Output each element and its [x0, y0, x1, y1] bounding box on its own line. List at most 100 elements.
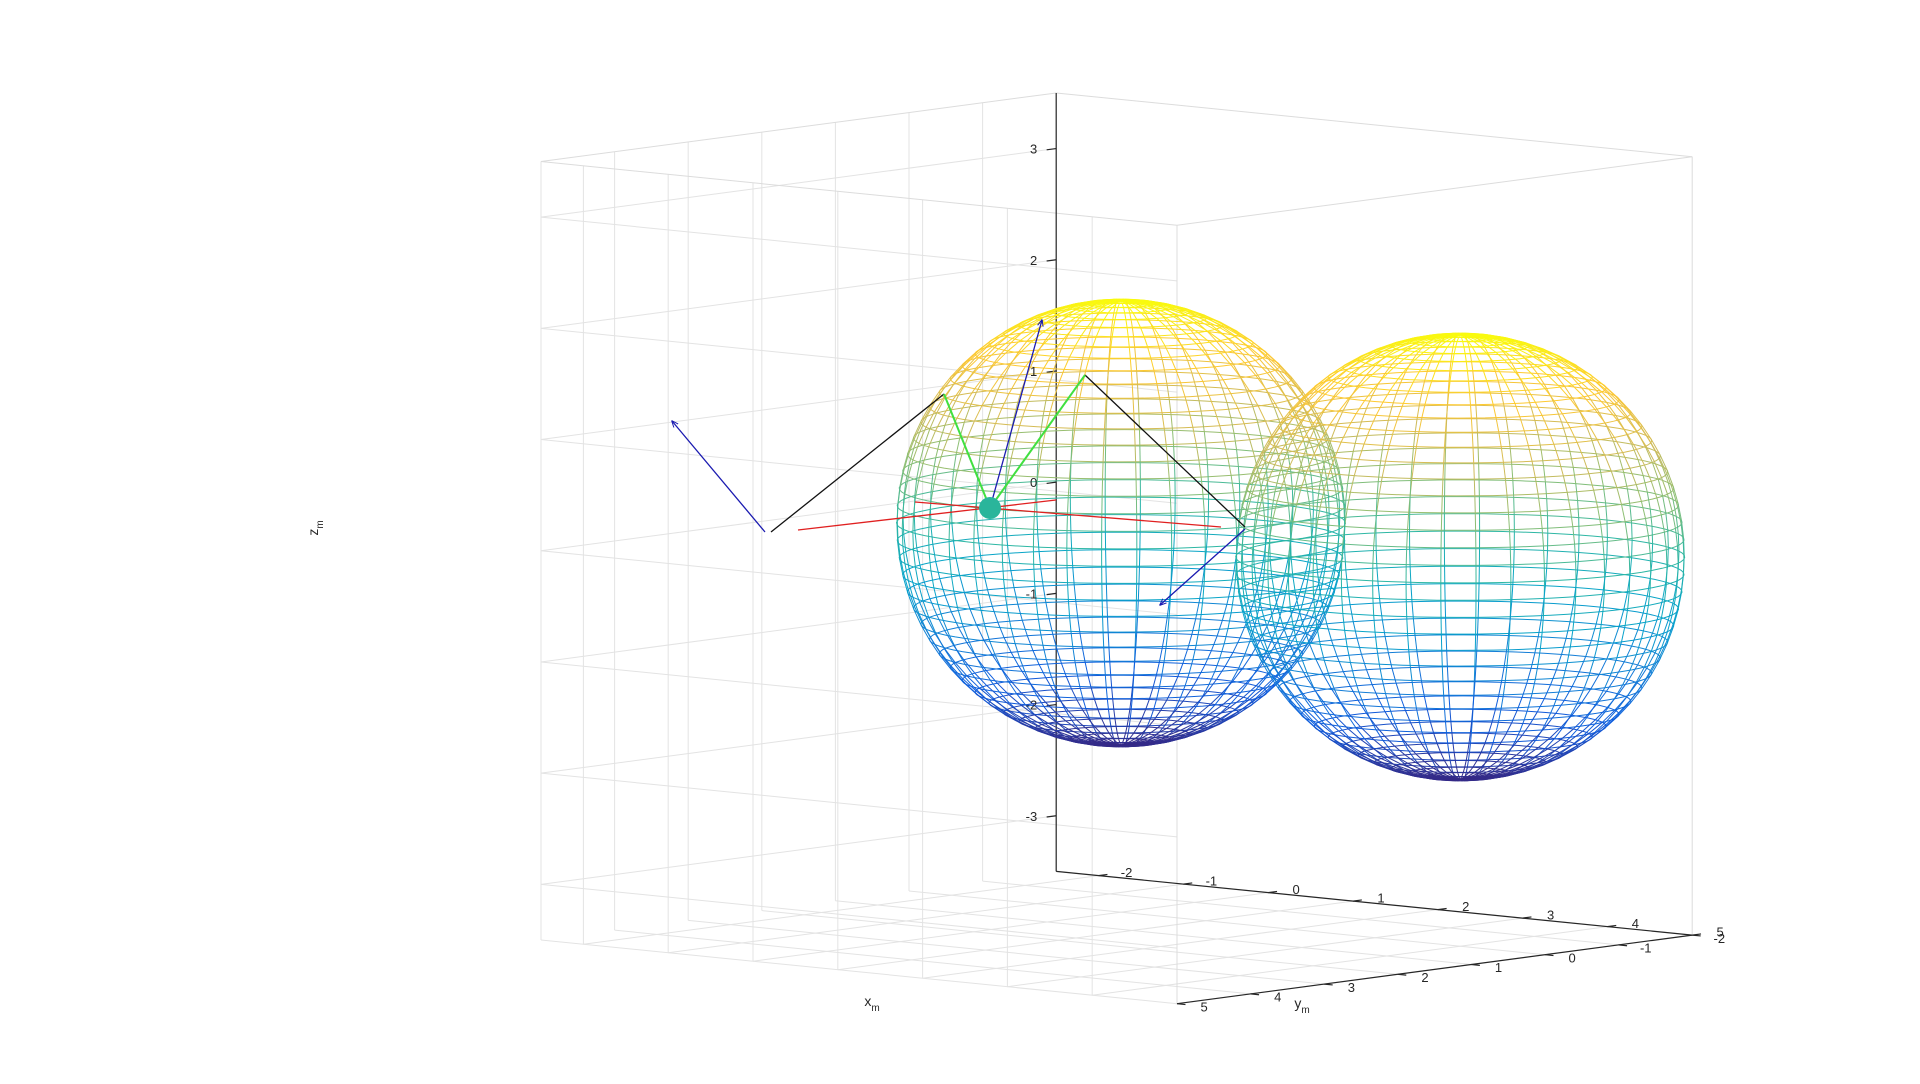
sphere-meridian [1314, 389, 1326, 403]
sphere-latitude [1357, 742, 1563, 768]
grid-line [922, 909, 1438, 979]
sphere-meridian [1039, 443, 1044, 461]
y-tick [1544, 954, 1554, 957]
sphere-meridian [1532, 760, 1547, 769]
sphere-meridian [1165, 738, 1181, 743]
sphere-meridian [1042, 645, 1047, 660]
sphere-meridian [1289, 702, 1303, 716]
sphere-meridian [1433, 347, 1438, 355]
grid-line [1092, 926, 1608, 996]
sphere-meridian [1137, 718, 1143, 727]
sphere-meridian [1056, 730, 1073, 738]
sphere-meridian [1519, 719, 1525, 732]
sphere-meridian [1254, 360, 1268, 374]
sphere-meridian [1654, 636, 1663, 653]
sphere-meridian [1041, 724, 1058, 732]
sphere-meridian [1246, 493, 1253, 511]
sphere-meridian [943, 658, 956, 673]
sphere-meridian [1291, 419, 1303, 435]
sphere-meridian [1108, 647, 1111, 662]
sphere-meridian [1131, 327, 1135, 338]
sphere-meridian [1560, 714, 1573, 728]
sphere-meridian [1266, 678, 1280, 692]
sphere-meridian [1278, 645, 1290, 661]
sphere-meridian [1553, 751, 1569, 761]
sphere-meridian [1661, 466, 1669, 483]
sphere-meridian [1160, 699, 1168, 711]
sphere-meridian [1182, 348, 1189, 361]
sphere-meridian [1676, 563, 1679, 581]
sphere-meridian [1413, 446, 1417, 463]
sphere-meridian [1104, 398, 1107, 414]
sphere-meridian [1007, 339, 1021, 352]
sphere-meridian [936, 397, 946, 414]
sphere-meridian [1111, 327, 1115, 337]
sphere-meridian [1072, 646, 1076, 661]
sphere-meridian [1066, 325, 1076, 336]
sphere-meridian [999, 364, 1010, 378]
sphere-meridian [1333, 452, 1340, 470]
sphere-meridian [1449, 361, 1452, 372]
sphere-meridian [1060, 338, 1067, 349]
sphere-meridian [1052, 689, 1061, 702]
sphere-meridian [1426, 333, 1438, 337]
sphere-meridian [1605, 554, 1608, 573]
sphere-meridian [980, 555, 985, 573]
sphere-meridian [1019, 719, 1036, 729]
sphere-meridian [1356, 421, 1362, 437]
sphere-meridian [1312, 492, 1314, 510]
sphere-meridian [1495, 336, 1513, 341]
sphere-meridian [1572, 717, 1586, 730]
sphere-meridian [1436, 341, 1442, 348]
sphere-latitude [1018, 312, 1224, 338]
sphere-meridian [1466, 760, 1469, 767]
sphere-meridian [1572, 613, 1576, 631]
sphere-meridian [1443, 447, 1446, 463]
sphere-meridian [1504, 763, 1520, 771]
sphere-meridian [1505, 419, 1509, 434]
sphere-meridian [1553, 400, 1563, 415]
sphere-meridian [928, 518, 930, 537]
sphere-meridian [1074, 335, 1082, 347]
sphere-meridian [1209, 341, 1222, 354]
sphere-meridian [1252, 341, 1267, 354]
sphere-meridian [1500, 446, 1504, 463]
sphere-meridian [1154, 308, 1162, 315]
sphere-meridian [1628, 664, 1639, 681]
sphere-meridian [1475, 774, 1491, 779]
sphere-meridian [1452, 341, 1455, 348]
sphere-meridian [1349, 475, 1355, 493]
sphere-meridian [1336, 656, 1344, 672]
sphere-meridian [1475, 778, 1491, 781]
sphere-meridian [929, 637, 941, 653]
sphere-meridian [1327, 589, 1335, 607]
sphere-meridian [1020, 330, 1034, 341]
sphere-meridian [984, 626, 991, 642]
sphere-meridian [1614, 395, 1627, 409]
sphere-meridian [926, 401, 936, 417]
sphere-meridian [1494, 771, 1512, 777]
sphere-meridian [1640, 674, 1652, 690]
sphere-meridian [1143, 336, 1148, 347]
sphere-meridian [1539, 354, 1555, 364]
sphere-meridian [1488, 354, 1493, 363]
sphere-meridian [1494, 371, 1499, 383]
sphere-meridian [1012, 706, 1028, 717]
sphere-meridian [1236, 449, 1239, 467]
sphere-meridian [1192, 427, 1197, 444]
sphere-meridian [1109, 661, 1112, 676]
sphere-meridian [1288, 538, 1291, 557]
sphere-meridian [1005, 466, 1008, 484]
sphere-meridian [1102, 738, 1113, 744]
sphere-meridian [1606, 426, 1614, 442]
sphere-meridian [1594, 711, 1606, 725]
grid-line [540, 772, 1178, 838]
sphere-meridian [1026, 361, 1034, 375]
sphere-meridian [1448, 371, 1451, 382]
sphere-meridian [1026, 331, 1037, 342]
sphere-meridian [1249, 439, 1255, 457]
sphere-meridian [1545, 351, 1562, 361]
sphere-meridian [1468, 347, 1471, 354]
sphere-meridian [1384, 349, 1395, 358]
sphere-meridian [1456, 337, 1460, 342]
